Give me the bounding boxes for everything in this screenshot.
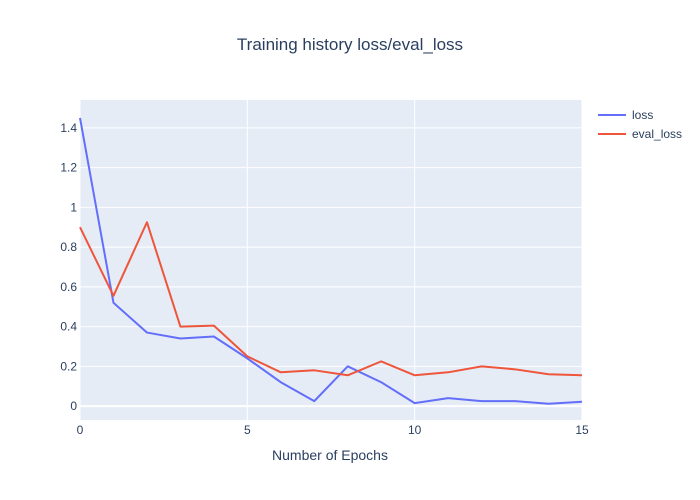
legend-item-loss[interactable]: loss <box>598 108 653 122</box>
legend-label: eval_loss <box>632 127 682 141</box>
y-tick-label: 0.2 <box>60 359 77 373</box>
y-tick-label: 0.4 <box>60 320 77 334</box>
series-group <box>79 117 583 405</box>
chart-title: Training history loss/eval_loss <box>237 35 463 54</box>
y-tick-label: 0 <box>70 399 77 413</box>
legend[interactable]: loss eval_loss <box>598 108 682 141</box>
x-tick-label: 5 <box>244 423 251 437</box>
legend-label: loss <box>632 108 653 122</box>
x-tick-label: 15 <box>575 423 589 437</box>
x-tick-label: 0 <box>77 423 84 437</box>
series-line-eval-loss <box>79 221 583 377</box>
y-tick-label: 1.2 <box>60 161 77 175</box>
y-tick-label: 0.6 <box>60 280 77 294</box>
y-axis-ticks: 0 0.2 0.4 0.6 0.8 1 1.2 1.4 <box>60 121 77 413</box>
legend-item-eval-loss[interactable]: eval_loss <box>598 127 682 141</box>
x-axis-ticks: 0 5 10 15 <box>77 423 589 437</box>
grid-lines <box>79 100 583 420</box>
y-tick-label: 1 <box>70 200 77 214</box>
x-axis-label: Number of Epochs <box>272 447 388 463</box>
y-tick-label: 1.4 <box>60 121 77 135</box>
series-line-loss <box>79 117 583 405</box>
x-tick-label: 10 <box>408 423 422 437</box>
y-tick-label: 0.8 <box>60 240 77 254</box>
